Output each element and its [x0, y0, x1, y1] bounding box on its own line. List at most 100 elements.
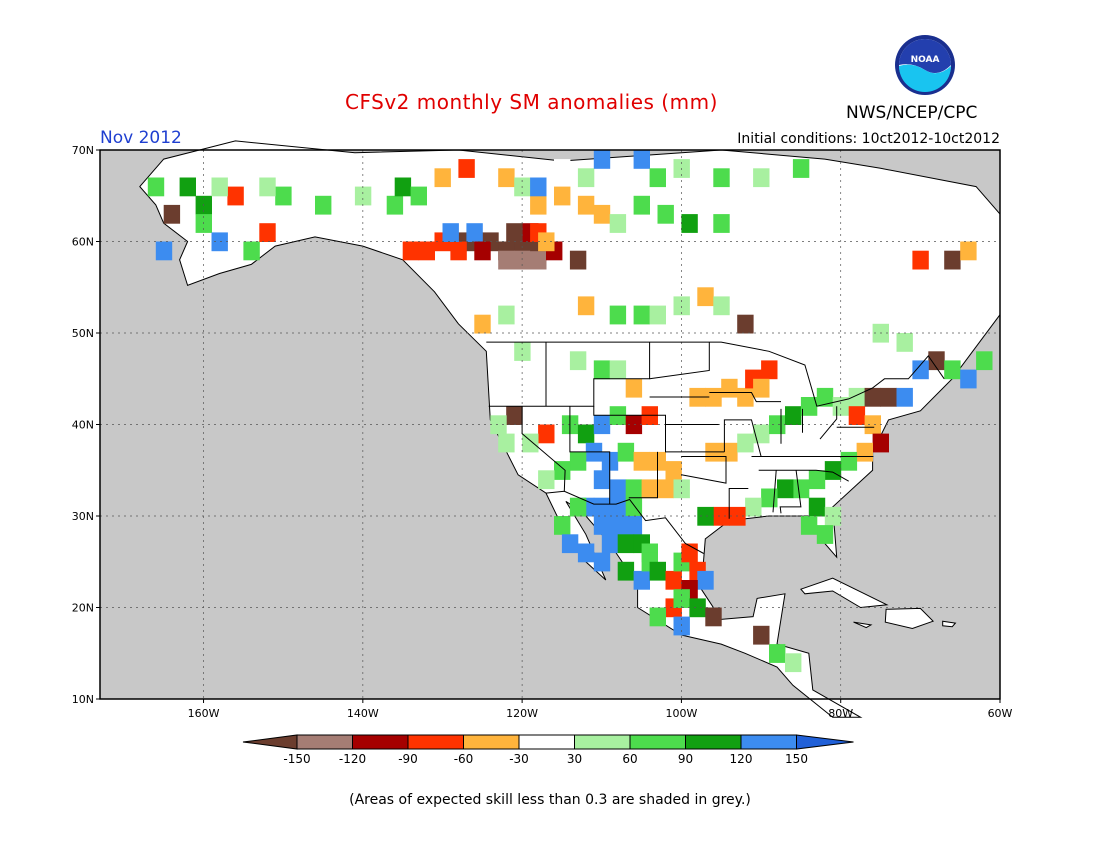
lat-tick-label: 30N	[72, 510, 94, 523]
anomaly-cell	[816, 525, 834, 544]
colorbar-label: 150	[785, 752, 808, 766]
border-line	[819, 406, 838, 440]
anomaly-cell	[649, 561, 666, 581]
anomaly-cell	[211, 177, 228, 197]
anomaly-cell	[681, 214, 698, 233]
anomaly-cell	[896, 387, 913, 407]
anomaly-cell	[609, 360, 627, 380]
anomaly-cell	[657, 479, 674, 499]
anomaly-cell	[673, 589, 690, 608]
anomaly-cell	[777, 479, 794, 499]
colorbar-arrow-low	[242, 734, 298, 750]
anomaly-cell	[442, 223, 459, 242]
anomaly-cell	[689, 598, 706, 618]
anomaly-cell	[147, 177, 165, 197]
border-line	[772, 470, 777, 513]
anomaly-cell	[498, 250, 515, 270]
anomaly-cell	[753, 424, 770, 444]
anomaly-cell	[617, 442, 635, 462]
anomaly-cell	[713, 506, 730, 526]
anomaly-cell	[625, 497, 643, 517]
anomaly-cell	[577, 543, 595, 563]
anomaly-cell	[609, 479, 627, 499]
anomaly-cell	[761, 360, 778, 380]
anomaly-cell	[673, 479, 690, 499]
anomaly-cell	[601, 534, 619, 554]
anomaly-cell	[633, 570, 650, 590]
anomaly-cell	[753, 625, 770, 645]
anomaly-cell	[673, 296, 690, 316]
anomaly-cell	[554, 461, 571, 480]
lat-tick-label: 40N	[72, 419, 94, 432]
anomaly-cell	[633, 451, 650, 471]
anomaly-cell	[450, 241, 467, 261]
anomaly-cell	[848, 387, 866, 407]
colorbar-label: 90	[678, 752, 693, 766]
anomaly-cell	[697, 570, 714, 590]
anomaly-cell	[354, 186, 372, 206]
lon-tick-label: 100W	[665, 707, 697, 720]
anomaly-cell	[697, 287, 714, 307]
anomaly-cell	[275, 186, 292, 206]
graticule	[100, 150, 1000, 699]
anomaly-cell	[593, 415, 611, 435]
colorbar-segment	[629, 734, 686, 750]
lon-tick-label: 60W	[988, 707, 1013, 720]
border-line	[545, 490, 704, 554]
anomaly-cell	[243, 241, 260, 261]
colorbar-label: -120	[339, 752, 366, 766]
anomaly-cell	[713, 296, 730, 316]
anomaly-cell	[769, 415, 786, 435]
anomaly-cell	[840, 451, 858, 471]
anomaly-cell	[155, 241, 173, 261]
colorbar-label: 60	[622, 752, 637, 766]
anomaly-cell	[944, 360, 961, 380]
colorbar-segment	[740, 734, 797, 750]
anomaly-cell	[737, 314, 754, 334]
anomaly-cell	[593, 204, 611, 224]
anomaly-cell	[569, 351, 587, 371]
anomaly-cell	[633, 305, 650, 325]
anomaly-cell	[458, 159, 475, 178]
anomaly-cell	[554, 159, 571, 178]
anomaly-cell	[315, 195, 332, 215]
anomaly-cell	[593, 360, 611, 380]
anomaly-cell	[912, 360, 929, 380]
anomaly-cell	[418, 241, 435, 261]
lat-tick-label: 10N	[72, 693, 94, 706]
anomaly-cell	[593, 470, 611, 490]
anomaly-cell	[625, 378, 643, 398]
anomaly-cell	[179, 177, 196, 197]
lat-tick-label: 20N	[72, 602, 94, 615]
lon-tick-label: 160W	[188, 707, 220, 720]
axis-ticks: 160W 140W 120W 100W 80W 60W 70N 60N 50N 40N 30N 20N…	[72, 144, 1013, 720]
island	[800, 577, 889, 609]
anomaly-cell	[617, 561, 635, 581]
island	[884, 607, 935, 630]
anomaly-cell	[211, 232, 228, 252]
noaa-logo: NOAA	[895, 35, 955, 95]
lat-tick-label: 60N	[72, 236, 94, 249]
initial-conditions: Initial conditions: 10ct2012-10ct2012	[737, 131, 1000, 147]
anomaly-cell	[976, 351, 993, 371]
colorbar-segment	[518, 734, 575, 750]
colorbar-label: -90	[398, 752, 418, 766]
anomaly-cell	[577, 168, 595, 188]
anomaly-cell	[785, 653, 802, 673]
anomaly-cell	[960, 241, 977, 261]
agency-label: NWS/NCEP/CPC	[846, 103, 978, 123]
anomaly-cell	[792, 159, 810, 178]
anomaly-cell	[824, 461, 842, 480]
lon-tick-label: 120W	[506, 707, 538, 720]
anomaly-cell	[864, 387, 881, 407]
anomaly-cell	[609, 516, 627, 535]
anomaly-cell	[530, 177, 547, 197]
anomaly-cell	[896, 333, 913, 352]
anomaly-cell	[593, 516, 611, 535]
anomaly-cell	[737, 433, 754, 453]
anomaly-cell	[577, 195, 595, 215]
border-line	[779, 470, 802, 514]
anomaly-cell	[466, 223, 483, 242]
colorbar: -150 -120 -90 -60 -30 30 60 90 120 150	[242, 734, 854, 766]
